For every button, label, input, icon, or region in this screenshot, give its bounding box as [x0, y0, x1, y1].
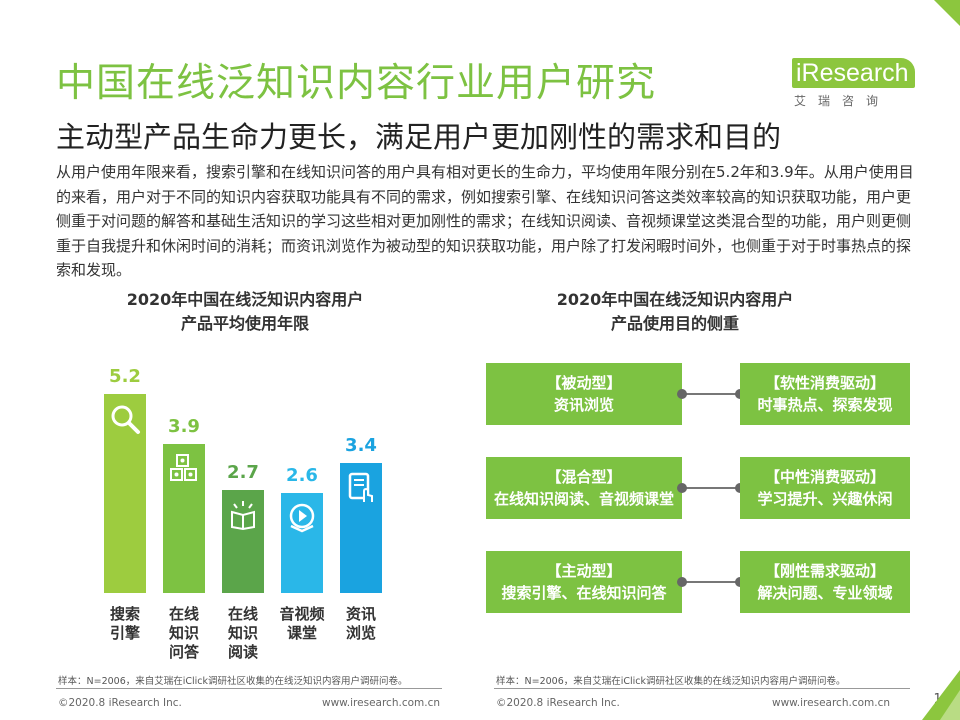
purpose-title: 【中性消费驱动】 — [764, 468, 885, 486]
product-type-box: 【混合型】在线知识阅读、音视频课堂 — [486, 457, 682, 519]
connector-dot — [677, 577, 687, 587]
category-label: 搜索 引擎 — [109, 605, 140, 642]
video-play-icon — [285, 501, 327, 541]
divider-right — [494, 688, 910, 689]
footer-url-left[interactable]: www.iresearch.com.cn — [322, 697, 441, 709]
product-type-desc: 搜索引擎、在线知识问答 — [501, 584, 667, 602]
bar-value-label: 3.9 — [168, 415, 200, 437]
product-type-desc: 在线知识阅读、音视频课堂 — [493, 490, 674, 508]
intro-paragraph: 从用户使用年限来看，搜索引擎和在线知识问答的用户具有相对更长的生命力，平均使用年… — [56, 163, 914, 279]
page-title: 中国在线泛知识内容行业用户研究 — [56, 61, 657, 106]
purpose-box: 【中性消费驱动】 学习提升、兴趣休闲 — [740, 457, 910, 519]
product-type-title: 【主动型】 — [546, 562, 622, 580]
logo-wordmark: iResearch — [792, 58, 915, 88]
bar-0 — [104, 393, 146, 593]
blocks-icon — [167, 452, 209, 492]
purpose-desc: 时事热点、探索发现 — [757, 396, 893, 414]
corner-decoration-top — [934, 0, 960, 26]
product-type-title: 【被动型】 — [546, 374, 622, 392]
product-type-title: 【混合型】 — [546, 468, 622, 486]
connector-line — [682, 581, 740, 583]
footer-copyright-right: ©2020.8 iResearch Inc. — [496, 697, 620, 709]
connector-line — [682, 393, 740, 395]
bar-3 — [281, 493, 323, 593]
category-label: 资讯 浏览 — [345, 605, 376, 642]
footer-url-right[interactable]: www.iresearch.com.cn — [772, 697, 891, 709]
connector-dot — [677, 483, 687, 493]
divider-left — [56, 688, 442, 689]
purpose-title: 【刚性需求驱动】 — [764, 562, 885, 580]
iresearch-logo: iResearch 艾瑞咨询 — [790, 56, 920, 112]
search-icon — [108, 402, 150, 442]
bar-value-label: 5.2 — [109, 365, 141, 387]
product-type-desc: 资讯浏览 — [553, 396, 614, 414]
bar-value-label: 2.6 — [286, 465, 318, 487]
connector-dot — [677, 389, 687, 399]
sample-note-right: 样本：N=2006，来自艾瑞在iClick调研社区收集的在线泛知识内容用户调研问… — [496, 676, 846, 687]
bar-value-label: 3.4 — [345, 434, 377, 456]
logo-chinese-name: 艾瑞咨询 — [794, 94, 891, 108]
purpose-desc: 解决问题、专业领域 — [757, 584, 893, 602]
bar-2 — [222, 489, 264, 593]
bar-value-label: 2.7 — [227, 461, 259, 483]
category-label: 在线 知识 阅读 — [227, 605, 258, 661]
purpose-box: 【软性消费驱动】 时事热点、探索发现 — [740, 363, 910, 425]
sample-note-left: 样本：N=2006，来自艾瑞在iClick调研社区收集的在线泛知识内容用户调研问… — [58, 676, 408, 687]
footer-copyright-left: ©2020.8 iResearch Inc. — [58, 697, 182, 709]
category-label: 音视频 课堂 — [279, 605, 325, 642]
diagram-title: 2020年中国在线泛知识内容用户 产品使用目的侧重 — [556, 290, 794, 333]
purpose-box: 【刚性需求驱动】 解决问题、专业领域 — [740, 551, 910, 613]
product-type-box: 【主动型】搜索引擎、在线知识问答 — [486, 551, 682, 613]
purpose-title: 【软性消费驱动】 — [764, 374, 885, 392]
connector-line — [682, 487, 740, 489]
purpose-desc: 学习提升、兴趣休闲 — [757, 490, 893, 508]
corner-decoration-bottom — [922, 670, 960, 720]
book-icon — [226, 498, 268, 538]
chart-title: 2020年中国在线泛知识内容用户 产品平均使用年限 — [126, 290, 364, 333]
document-tap-icon — [344, 471, 386, 511]
page-subtitle: 主动型产品生命力更长，满足用户更加刚性的需求和目的 — [56, 120, 782, 154]
category-label: 在线 知识 问答 — [168, 605, 199, 661]
product-type-box: 【被动型】 资讯浏览 — [486, 363, 682, 425]
